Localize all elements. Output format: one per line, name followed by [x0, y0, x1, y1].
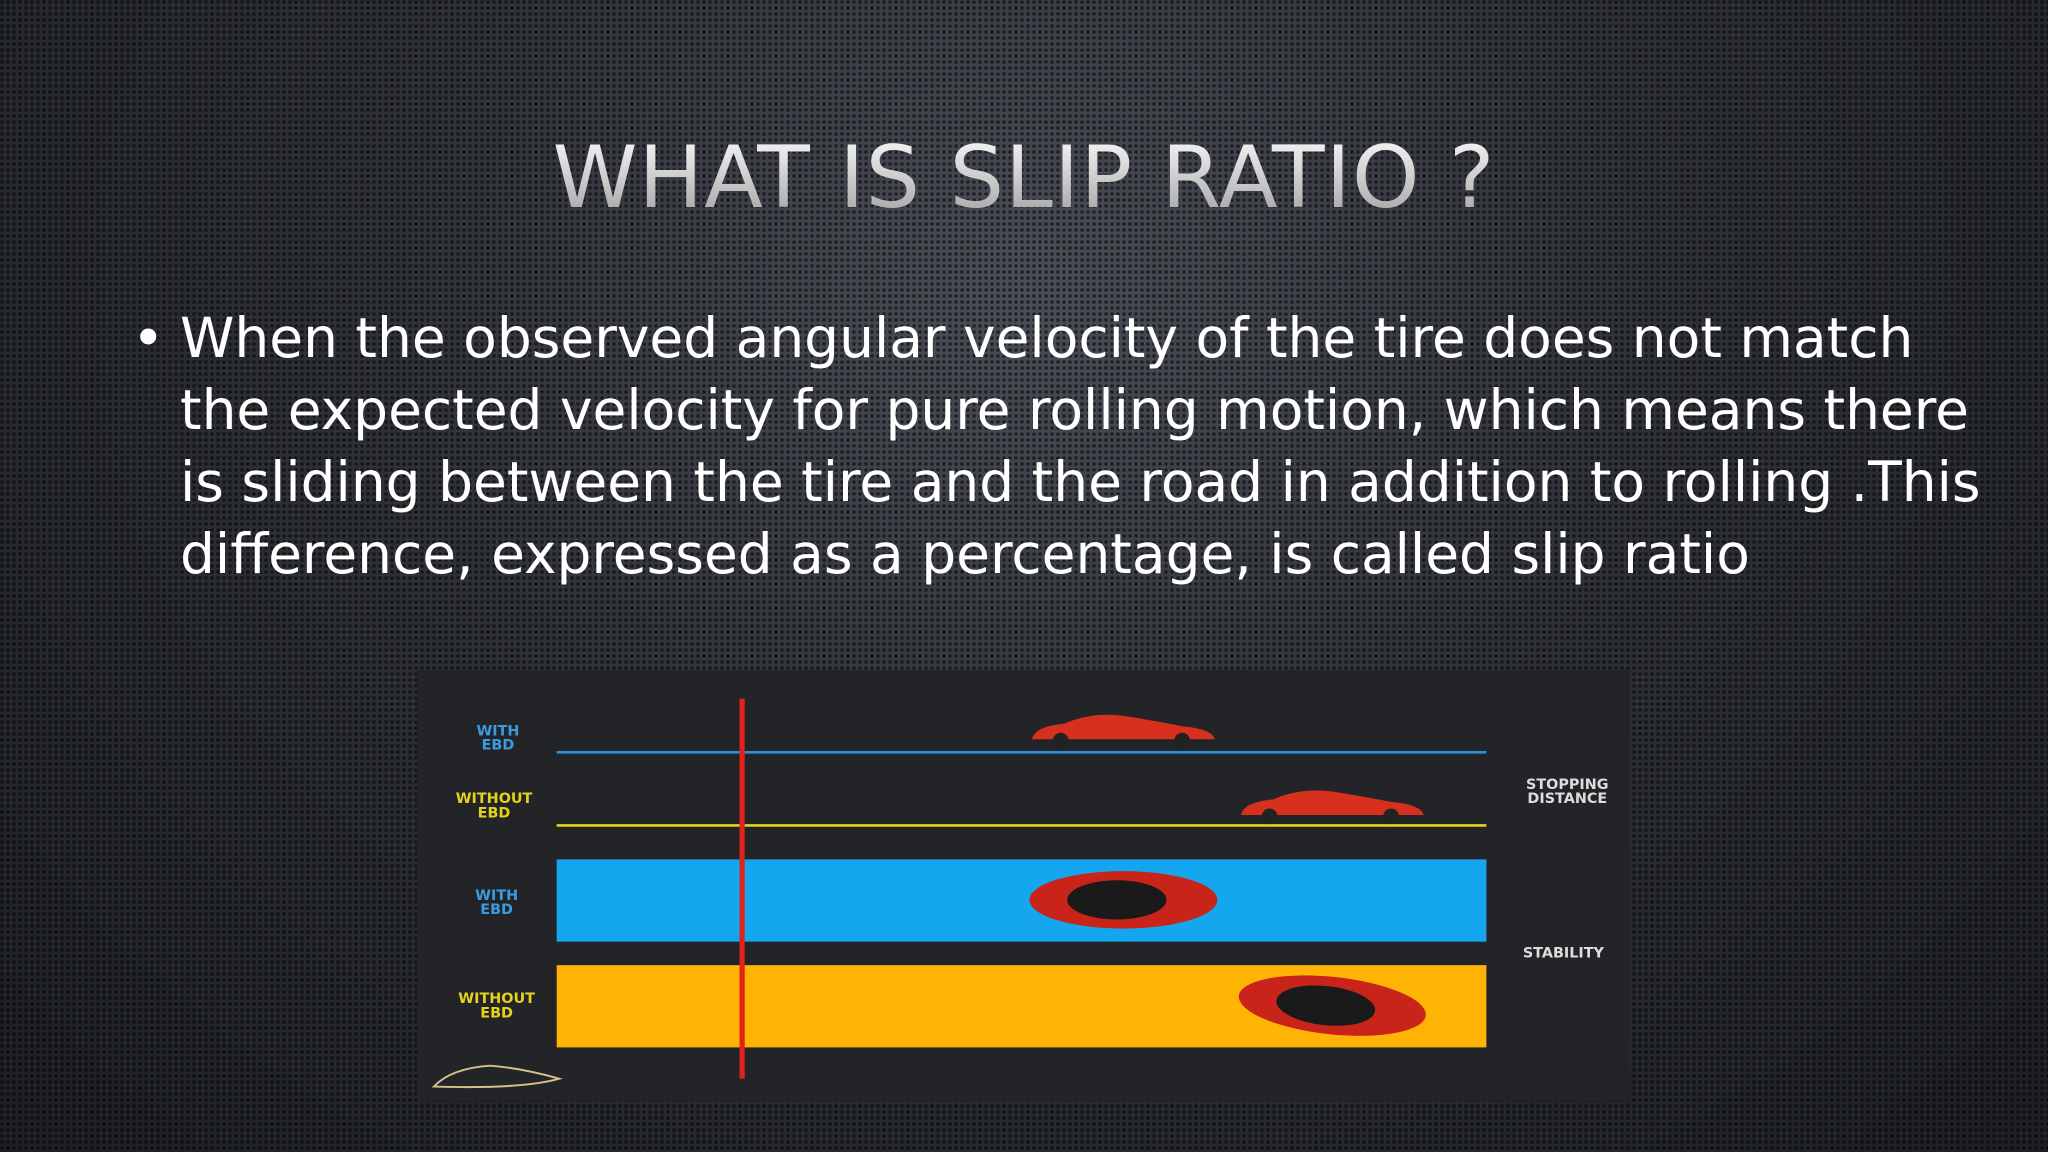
car-side [1031, 714, 1215, 749]
car-top [1029, 871, 1218, 929]
track-band [556, 859, 1487, 942]
text-line: the expected velocity for pure rolling m… [180, 378, 1970, 442]
text-line: When the observed angular velocity of th… [180, 306, 1914, 370]
logo [431, 1064, 563, 1089]
row-label: WITH EBD [476, 723, 519, 753]
ebd-figure: WITH EBD WITHOUT EBD WITH EBD WITHOUT EBD ST… [417, 670, 1630, 1101]
slide-title: WHAT IS SLIP RATIO ? [0, 128, 2048, 228]
side-label: STABILITY [1523, 945, 1605, 961]
row-label: WITH EBD [475, 888, 518, 918]
text-line: difference, expressed as a percentage, i… [180, 522, 1750, 586]
row-label: WITHOUT EBD [456, 791, 533, 821]
car-top [1238, 975, 1426, 1036]
row-label: WITHOUT EBD [458, 991, 535, 1021]
bullet-dot: • [132, 306, 165, 370]
side-label: STOPPING DISTANCE [1526, 777, 1609, 807]
text-line: is sliding between the tire and the road… [180, 450, 1981, 514]
car-side [1240, 790, 1424, 825]
bullet-text: When the observed angular velocity of th… [180, 302, 1981, 590]
